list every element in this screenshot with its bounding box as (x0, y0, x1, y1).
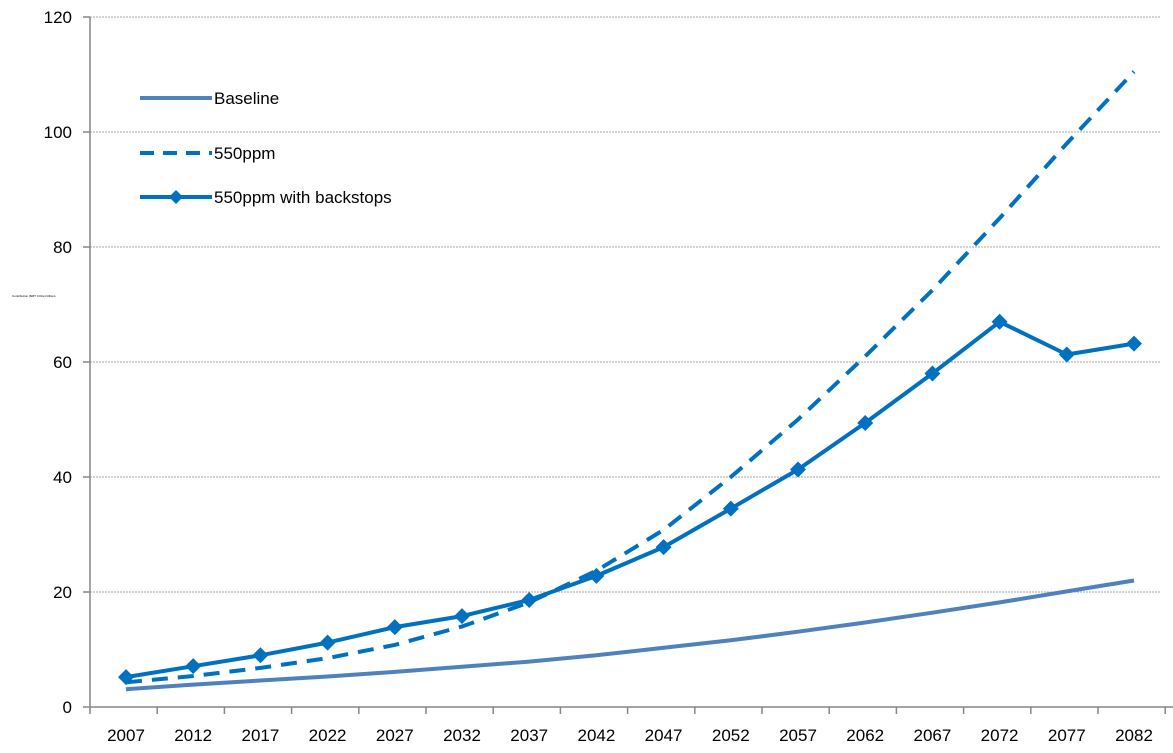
data-point-550ppm-with-backstops (521, 592, 538, 609)
y-tick-label: 20 (53, 583, 72, 602)
x-tick-label: 2057 (779, 726, 817, 745)
x-tick-label: 2047 (645, 726, 683, 745)
x-tick-label: 2072 (981, 726, 1019, 745)
x-ticks: 2007 2012 2017 2022 2027 2032 2037 2042 2047 2052… (89, 707, 1166, 745)
x-tick-label: 2027 (376, 726, 414, 745)
y-tick-label: 100 (44, 123, 72, 142)
tiny-axis-label: Contribution ($MT CO2e) billions (12, 294, 56, 298)
x-tick-label: 2037 (510, 726, 548, 745)
y-tick-label: 0 (63, 698, 72, 717)
data-point-550ppm-with-backstops (991, 313, 1008, 330)
y-ticks: 0 20 40 60 80 100 120 (44, 8, 90, 717)
x-tick-label: 2082 (1115, 726, 1153, 745)
x-tick-label: 2067 (913, 726, 951, 745)
y-tick-label: 80 (53, 238, 72, 257)
x-tick-label: 2007 (107, 726, 145, 745)
x-tick-label: 2052 (712, 726, 750, 745)
y-tick-label: 40 (53, 468, 72, 487)
data-point-550ppm-with-backstops (857, 414, 874, 431)
data-point-550ppm-with-backstops (655, 539, 672, 556)
x-tick-label: 2032 (443, 726, 481, 745)
data-point-550ppm-with-backstops (924, 365, 941, 382)
data-point-550ppm-with-backstops (790, 461, 806, 478)
y-tick-label: 120 (44, 8, 72, 27)
x-tick-label: 2042 (577, 726, 615, 745)
data-point-550ppm-with-backstops (454, 608, 470, 625)
series-line-550ppm (125, 70, 1136, 685)
data-point-550ppm-with-backstops (386, 619, 403, 636)
x-tick-label: 2012 (174, 726, 212, 745)
legend-label-550ppm: 550ppm (214, 144, 275, 163)
series-group (118, 70, 1142, 692)
legend: Baseline 550ppm 550ppm with backstops (140, 89, 392, 207)
data-point-550ppm-with-backstops (185, 658, 202, 675)
data-point-550ppm-with-backstops (118, 669, 134, 686)
data-point-550ppm-with-backstops (319, 634, 336, 651)
gridlines (90, 16, 1160, 593)
legend-label-550ppm-backstops: 550ppm with backstops (214, 188, 392, 207)
y-tick-label: 60 (53, 353, 72, 372)
x-tick-label: 2017 (241, 726, 279, 745)
data-point-550ppm-with-backstops (1058, 346, 1075, 363)
data-point-550ppm-with-backstops (588, 567, 605, 584)
x-tick-label: 2077 (1048, 726, 1086, 745)
data-point-550ppm-with-backstops (1126, 335, 1142, 352)
legend-marker-550ppm-backstops (169, 190, 183, 204)
series-line-550ppm-with-backstops (125, 319, 1135, 680)
legend-label-baseline: Baseline (214, 89, 279, 108)
x-tick-label: 2022 (309, 726, 347, 745)
data-point-550ppm-with-backstops (722, 500, 739, 517)
x-tick-label: 2062 (846, 726, 884, 745)
data-point-550ppm-with-backstops (252, 647, 269, 664)
series-line-baseline (125, 578, 1135, 692)
